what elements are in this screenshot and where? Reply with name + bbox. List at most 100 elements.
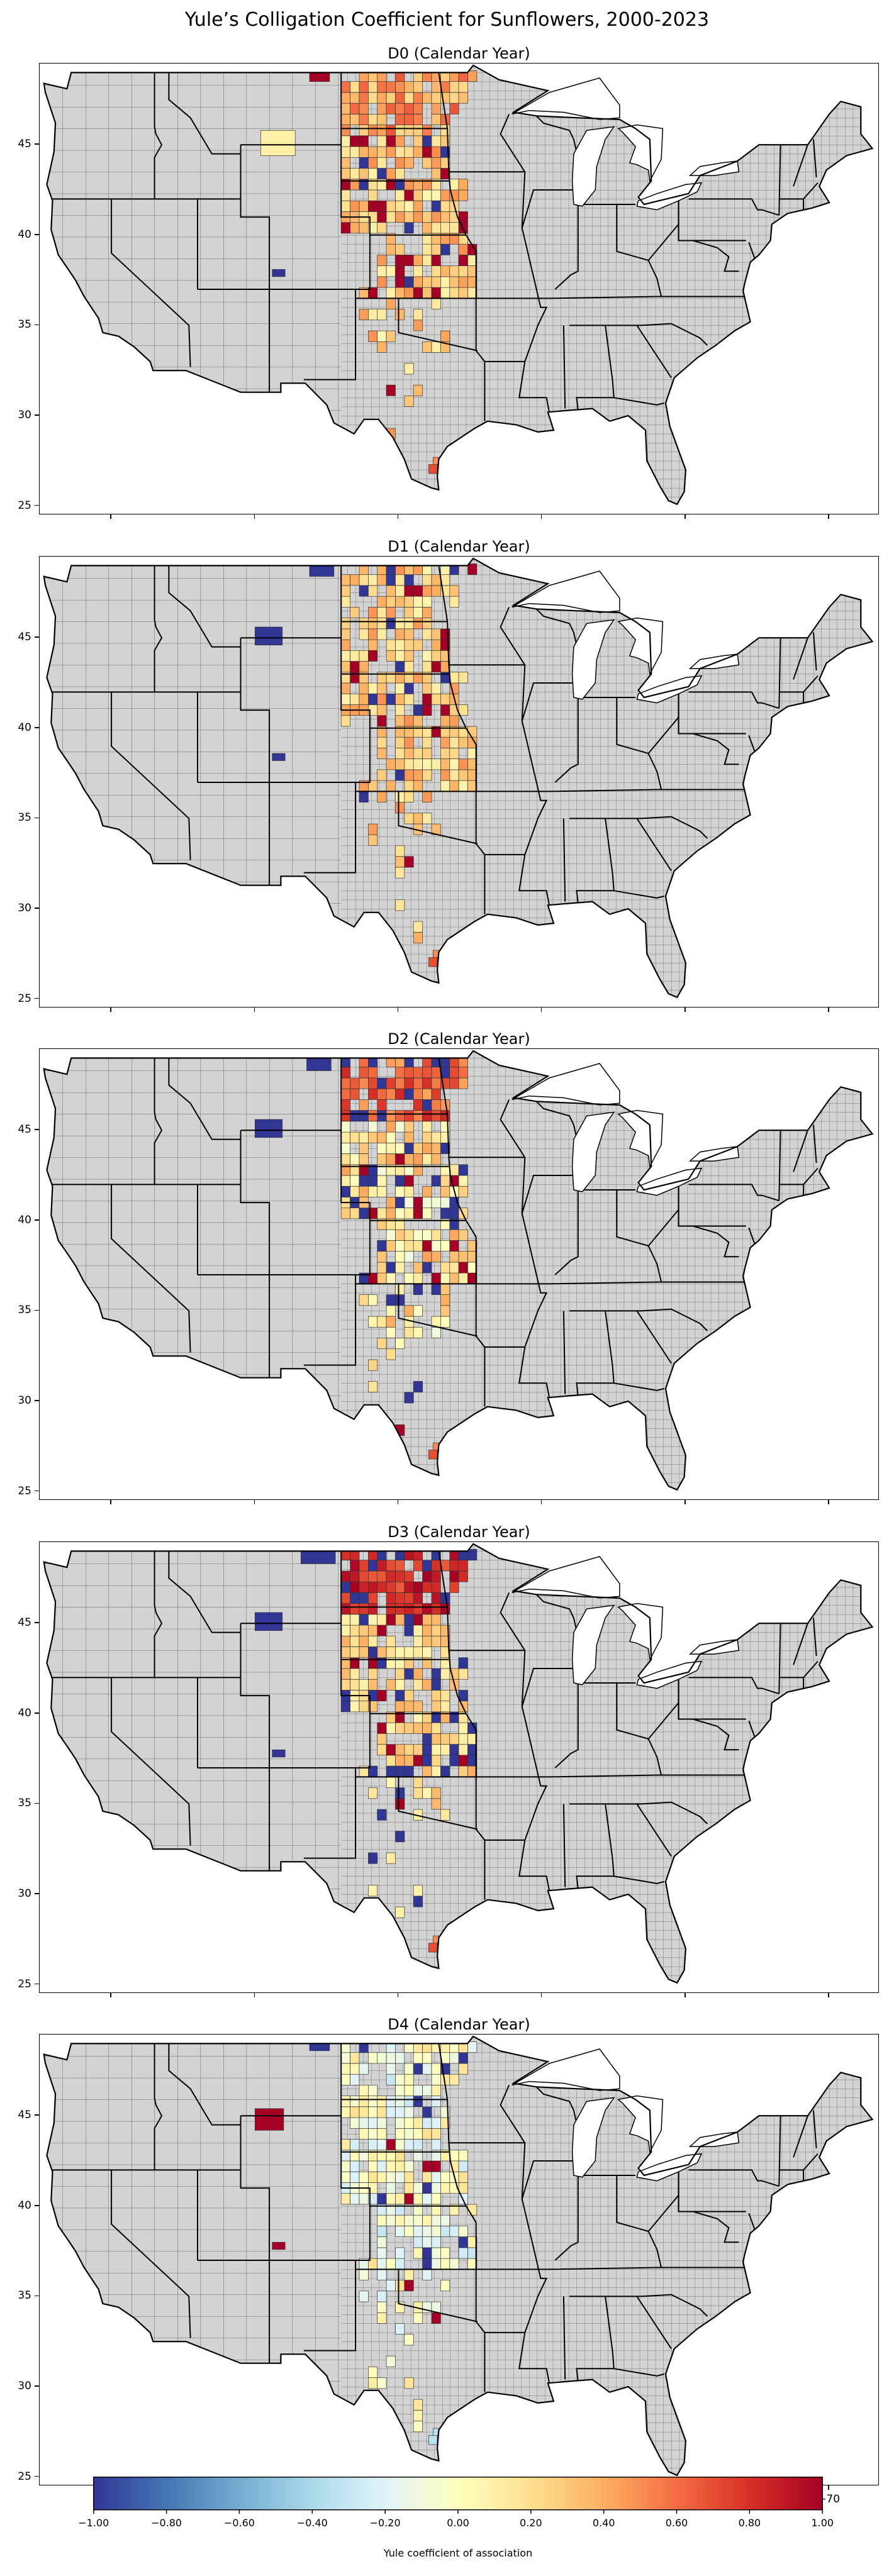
county-cell	[377, 255, 387, 266]
county-cell	[422, 125, 432, 136]
county-cell	[377, 2290, 387, 2302]
county-cell	[340, 596, 350, 608]
x-tick-mark	[397, 1008, 399, 1012]
county-cell	[458, 2063, 468, 2075]
county-cell	[340, 189, 350, 201]
county-cell	[340, 222, 350, 234]
state-border	[678, 199, 746, 242]
county-cell	[377, 2106, 387, 2118]
y-tick-mark	[35, 2295, 39, 2297]
county-cell	[431, 1701, 441, 1713]
county-cell	[422, 1197, 432, 1209]
county-cell	[368, 92, 378, 104]
county-cell	[386, 1110, 396, 1122]
county-cell	[431, 682, 441, 694]
county-cell	[340, 1668, 350, 1680]
county-cell	[340, 125, 350, 136]
state-border	[647, 1209, 679, 1246]
county-cell	[254, 1119, 283, 1138]
county-cell	[404, 1722, 414, 1734]
county-cell	[368, 2085, 378, 2096]
county-cell	[449, 1229, 459, 1241]
county-cell	[395, 2280, 405, 2292]
county-cell	[359, 81, 369, 93]
state-border	[569, 1308, 708, 1331]
county-cell	[395, 1592, 405, 1604]
county-cell	[440, 1624, 450, 1636]
county-cell	[359, 114, 369, 125]
county-cell	[386, 92, 396, 104]
state-border	[438, 2043, 486, 2392]
county-cell	[386, 1088, 396, 1100]
county-cell	[431, 1067, 441, 1079]
county-cell	[377, 1175, 387, 1187]
county-cell	[404, 682, 414, 694]
state-border	[688, 1677, 779, 1695]
county-cell	[359, 157, 369, 169]
county-cell	[386, 1262, 396, 1274]
county-cell	[395, 715, 405, 727]
county-cell	[404, 748, 414, 759]
y-tick-mark	[35, 997, 39, 999]
county-cell	[428, 2435, 438, 2445]
county-cell	[422, 748, 432, 759]
county-cell	[449, 179, 459, 191]
county-cell	[431, 574, 441, 586]
county-cell	[377, 1272, 387, 1284]
county-cell	[395, 2117, 405, 2129]
county-cell	[395, 1121, 405, 1133]
great-lake	[617, 124, 664, 183]
county-cell	[413, 384, 423, 396]
county-cell	[395, 2128, 405, 2140]
county-cell	[395, 1229, 405, 1241]
county-cell	[413, 2312, 423, 2324]
y-tick-label: 25	[18, 2470, 31, 2483]
county-cell	[449, 769, 459, 781]
county-cell	[395, 1581, 405, 1593]
figure-title: Yule’s Colligation Coefficient for Sunfl…	[184, 9, 710, 31]
county-cell	[422, 704, 432, 716]
county-cell	[377, 1581, 387, 1593]
county-cell	[377, 2171, 387, 2183]
county-cell	[431, 1153, 441, 1165]
county-cell	[359, 1185, 369, 1197]
county-cell	[359, 661, 369, 673]
county-cell	[449, 92, 459, 104]
county-cell	[431, 1570, 441, 1582]
county-cell	[368, 2160, 378, 2172]
county-cell	[377, 309, 387, 321]
state-border	[678, 2170, 746, 2212]
state-border	[303, 72, 371, 380]
county-cell	[340, 1701, 350, 1713]
county-cell	[350, 1175, 360, 1187]
panel-title-d1: D1 (Calendar Year)	[388, 538, 530, 555]
county-cell	[340, 2074, 350, 2085]
county-cell	[368, 2171, 378, 2183]
y-tick-label: 25	[18, 992, 31, 1005]
state-border	[521, 189, 586, 228]
county-cell	[449, 103, 459, 114]
county-cell	[413, 769, 423, 781]
county-cell	[404, 813, 414, 824]
county-cell	[377, 81, 387, 93]
county-cell	[431, 287, 441, 299]
county-cell	[404, 211, 414, 223]
county-cell	[413, 1240, 423, 1252]
county-cell	[458, 211, 468, 223]
state-border	[554, 1190, 579, 1275]
county-cell	[431, 1755, 441, 1767]
county-cell	[404, 2377, 414, 2389]
county-cell	[254, 626, 283, 646]
county-cell	[368, 1381, 378, 1392]
y-tick-mark	[35, 324, 39, 326]
y-tick-label: 40	[18, 721, 31, 734]
great-lake	[571, 619, 615, 700]
map-panel-d0: 25 30 35 40 45	[18, 63, 879, 519]
county-cell	[368, 200, 378, 212]
state-border	[647, 716, 679, 754]
county-cell	[340, 168, 350, 180]
y-tick-mark	[35, 636, 39, 638]
county-cell	[449, 1744, 459, 1756]
county-cell	[386, 81, 396, 93]
county-cell	[368, 1316, 378, 1328]
